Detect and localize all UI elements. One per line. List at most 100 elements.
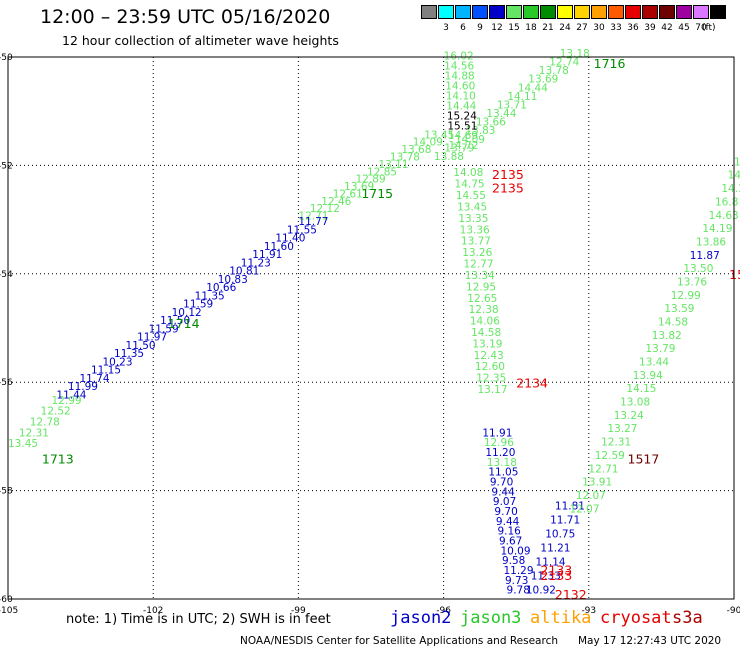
footer-note: note: 1) Time is in UTC; 2) SWH is in fe… — [66, 612, 331, 627]
jason3-track-value: 13.45 — [8, 438, 38, 450]
jason2-track-value: 11.29 — [503, 565, 533, 577]
page-subtitle: 12 hour collection of altimeter wave hei… — [62, 33, 339, 48]
jason3-track-value: 12.52 — [41, 406, 71, 418]
pass-time-label: 2133 — [540, 568, 572, 583]
pass-time-label: 1714 — [168, 316, 200, 331]
scale-tick-label: 27 — [576, 23, 588, 33]
jason3-track-value: 12.60 — [475, 361, 505, 373]
jason3-track-value: 14.69 — [448, 130, 478, 142]
jason2-track-value: 11.99 — [68, 381, 98, 393]
jason2-track-value: 11.40 — [275, 233, 305, 245]
jason3-track-value: 14.10 — [446, 90, 476, 102]
scale-tick-label: 24 — [559, 23, 571, 33]
jason3-track-value: 14.11 — [507, 91, 537, 103]
jason3-track-value: 13.77 — [461, 236, 491, 248]
pass-time-label: 2133 — [540, 563, 572, 578]
satellite-legend-s3a: s3a — [672, 608, 703, 628]
jason2-track-value: 10.92 — [526, 585, 556, 597]
jason3-track-value: 14.44 — [518, 82, 548, 94]
scale-swatch — [472, 5, 488, 19]
jason3-track-value: 13.91 — [582, 477, 612, 489]
jason2-track-value: 9.78 — [507, 585, 530, 597]
jason2-track-value: 11.35 — [195, 290, 225, 302]
jason2-track-value: 11.44 — [56, 389, 86, 401]
jason3-track-value: 13.86 — [696, 236, 726, 248]
jason3-track-value: 13.82 — [652, 330, 682, 342]
jason2-track-value: 10.75 — [545, 529, 575, 541]
jason2-track-value: 9.44 — [496, 516, 520, 528]
jason3-track-value: 12.12 — [310, 203, 340, 215]
jason2-track-value: 9.70 — [494, 506, 517, 518]
pass-time-label: 1716 — [594, 56, 626, 71]
jason2-track-value: 11.59 — [183, 299, 213, 311]
footer-credit: NOAA/NESDIS Center for Satellite Applica… — [240, 635, 558, 647]
jason3-track-value: 13.94 — [633, 370, 663, 382]
jason3-track-value: 13.35 — [458, 213, 488, 225]
jason3-track-value: 12.71 — [298, 211, 328, 223]
scale-swatch — [642, 5, 658, 19]
scale-swatch — [540, 5, 556, 19]
jason3-track-value: 14.15 — [626, 383, 656, 395]
scale-swatch — [421, 5, 437, 19]
jason3-track-value: 13.27 — [607, 423, 637, 435]
jason3-track-value: 12.85 — [367, 166, 397, 178]
jason3-track-value: 14.72 — [448, 140, 478, 152]
pass-time-label: 2134 — [516, 376, 548, 391]
jason3-track-value: 13.88 — [434, 151, 464, 163]
jason3-track-value: 12.61 — [333, 188, 363, 200]
scale-swatch — [523, 5, 539, 19]
y-tick-label: -56 — [0, 378, 13, 388]
jason2-track-value: 12.96 — [484, 437, 514, 449]
jason3-track-value: 13.24 — [614, 410, 644, 422]
satellite-legend-jason2: jason2 — [390, 608, 452, 628]
jason3-track-value: 14.06 — [470, 316, 500, 328]
pass-time-label: 2135 — [492, 181, 524, 196]
y-tick-label: -52 — [0, 161, 13, 171]
x-tick-label: -93 — [581, 606, 596, 616]
jason3-track-value: 14.75 — [455, 179, 485, 191]
pass-time-label: 15 — [729, 267, 740, 282]
jason3-track-value: 13.79 — [444, 142, 474, 154]
jason3-track-value: 13.17 — [477, 384, 507, 396]
jason2-track-value: 10.81 — [229, 266, 259, 278]
jason2-track-value: 13.18 — [487, 457, 517, 469]
jason2-track-value: 11.20 — [485, 447, 515, 459]
scale-tick-label: 33 — [610, 23, 622, 33]
footer-timestamp: May 17 12:27:43 UTC 2020 — [578, 635, 722, 647]
scale-swatch — [574, 5, 590, 19]
jason2-track-value: 9.44 — [491, 486, 515, 498]
jason3-track-value: 14.63 — [709, 210, 739, 222]
scale-tick-label: 18 — [525, 23, 537, 33]
jason3-track-value: 16.8 — [715, 196, 738, 208]
scale-swatch — [455, 5, 471, 19]
jason2-track-value: 11.77 — [298, 216, 328, 228]
jason3-track-value: 13.69 — [344, 181, 374, 193]
jason3-track-value: 14.7 — [734, 156, 740, 168]
jason3-track-value: 12.35 — [476, 373, 506, 385]
scale-swatch — [489, 5, 505, 19]
jason3-track-value: 13.44 — [486, 108, 516, 120]
jason3-track-value: 12.31 — [19, 427, 49, 439]
jason3-track-value: 13.79 — [645, 343, 675, 355]
jason3-track-value: 13.19 — [472, 338, 502, 350]
scale-swatch — [438, 5, 454, 19]
jason3-track-value: 12.77 — [463, 259, 493, 271]
jason3-track-value: 13.50 — [683, 263, 713, 275]
y-tick-label: -50 — [0, 53, 13, 63]
jason3-track-value: 13.36 — [460, 224, 490, 236]
jason3-track-value: 14.60 — [445, 81, 475, 93]
pass-time-label: 2132 — [555, 587, 587, 602]
scale-tick-label: 21 — [542, 23, 554, 33]
jason2-track-value: 11.97 — [137, 332, 167, 344]
jason3-track-value: 12.65 — [467, 293, 497, 305]
scale-tick-label: 39 — [644, 23, 656, 33]
scale-tick-label: 9 — [477, 23, 483, 33]
x-tick-label: -99 — [291, 606, 306, 616]
x-tick-label: -96 — [436, 606, 451, 616]
jason2-track-value: 11.35 — [114, 348, 144, 360]
jason3-track-value: 14.19 — [721, 183, 740, 195]
jason3-track-value: 13.45 — [457, 201, 487, 213]
jason2-track-value: 11.60 — [264, 241, 294, 253]
jason3-track-value: 12.38 — [469, 304, 499, 316]
